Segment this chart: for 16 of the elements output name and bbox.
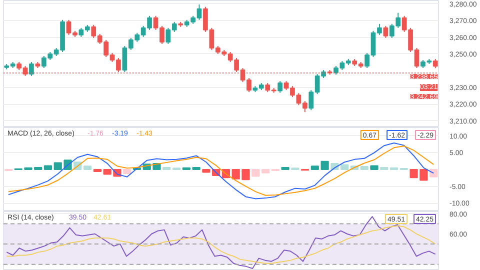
candlestick [29, 61, 34, 77]
bar [252, 169, 260, 177]
bar [380, 166, 388, 170]
bar [430, 169, 438, 178]
bar [261, 169, 270, 174]
candlestick [432, 58, 438, 69]
bar [44, 165, 52, 170]
candlestick [278, 80, 282, 94]
bar [123, 169, 132, 174]
bar [370, 165, 378, 170]
bar [360, 166, 368, 170]
bar [281, 166, 290, 170]
candlestick [383, 25, 388, 38]
bar [202, 169, 210, 173]
bar [83, 166, 92, 170]
bar [162, 166, 171, 170]
